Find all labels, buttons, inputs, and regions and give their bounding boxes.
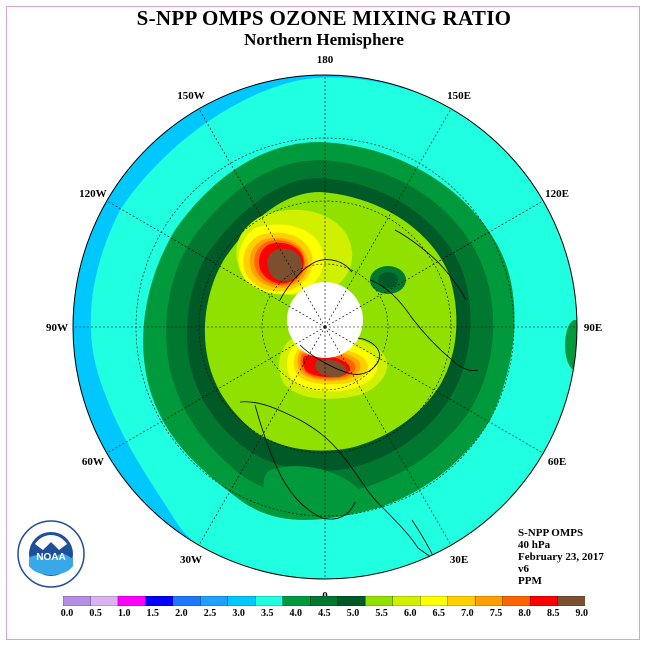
colorbar-swatch-9	[310, 596, 339, 606]
colorbar-swatch-6	[227, 596, 256, 606]
noaa-logo: NOAA	[17, 520, 85, 588]
colorbar-label-6: 3.0	[232, 608, 245, 619]
colorbar-swatch-18	[557, 596, 585, 606]
colorbar-swatch-10	[337, 596, 366, 606]
colorbar-swatch-13	[420, 596, 449, 606]
edge-band-4-0	[565, 320, 577, 370]
longitude-label-0: 90E	[584, 322, 602, 334]
info-units: PPM	[518, 575, 542, 587]
colorbar-label-2: 1.0	[117, 608, 131, 619]
longitude-label-4: 30W	[180, 554, 202, 566]
colorbar-label-10: 5.0	[346, 608, 360, 619]
colorbar-label-7: 3.5	[260, 608, 274, 619]
colorbar-label-15: 7.5	[489, 608, 503, 619]
info-version: v6	[518, 563, 529, 575]
info-date: February 23, 2017	[518, 551, 604, 563]
colorbar-swatch-2	[117, 596, 146, 606]
colorbar-label-12: 6.0	[403, 608, 417, 619]
page-title: S-NPP OMPS OZONE MIXING RATIO	[136, 6, 512, 30]
colorbar-swatch-1	[90, 596, 119, 606]
colorbar-label-1: 0.5	[89, 608, 102, 619]
band-9-0-asia	[267, 248, 303, 282]
info-block: S-NPP OMPS 40 hPa February 23, 2017 v6 P…	[518, 527, 604, 587]
figure-frame	[6, 6, 640, 640]
colorbar-label-18: 9.0	[575, 608, 589, 619]
colorbar-label-4: 2.0	[175, 608, 188, 619]
edge-band-4-0-south	[263, 466, 363, 515]
colorbar-label-14: 7.0	[461, 608, 474, 619]
colorbar-label-13: 6.5	[432, 608, 446, 619]
colorbar-swatch-3	[145, 596, 174, 606]
colorbar	[63, 596, 585, 606]
colorbar-swatch-12	[392, 596, 421, 606]
longitude-label-11: 120E	[545, 188, 569, 200]
longitude-label-6: 90W	[46, 322, 68, 334]
colorbar-swatch-17	[529, 596, 558, 606]
longitude-label-1: 60E	[548, 456, 566, 468]
logo-text: NOAA	[36, 552, 65, 563]
colorbar-label-3: 1.5	[146, 608, 160, 619]
longitude-label-8: 150W	[177, 90, 205, 102]
map-border	[72, 74, 578, 580]
graticule-lines	[73, 75, 577, 579]
colorbar-swatch-0	[63, 596, 91, 606]
colorbar-label-0: 0.0	[60, 608, 74, 619]
colorbar-label-17: 8.5	[546, 608, 560, 619]
longitude-label-7: 120W	[79, 188, 107, 200]
longitude-label-10: 150E	[447, 90, 471, 102]
colorbar-swatch-5	[200, 596, 229, 606]
colorbar-swatch-15	[474, 596, 504, 606]
longitude-label-5: 60W	[82, 456, 104, 468]
colorbar-label-16: 8.0	[518, 608, 531, 619]
colorbar-swatch-8	[282, 596, 311, 606]
info-level: 40 hPa	[518, 539, 551, 551]
longitude-label-2: 30E	[450, 554, 468, 566]
colorbar-label-9: 4.5	[318, 608, 331, 619]
pole-no-data	[287, 282, 363, 358]
eastern-minimum-5-0	[378, 272, 398, 288]
colorbar-swatch-16	[502, 596, 531, 606]
band-9-0-atl	[315, 359, 347, 377]
colorbar-label-8: 4.0	[289, 608, 303, 619]
colorbar-swatch-4	[172, 596, 201, 606]
longitude-labels: 90E60E30E030W60W90W120W150W180150E120E	[46, 54, 602, 602]
page-subtitle: Northern Hemisphere	[244, 30, 404, 49]
colorbar-swatch-14	[447, 596, 476, 606]
colorbar-swatch-11	[365, 596, 394, 606]
longitude-label-9: 180	[317, 54, 334, 66]
colorbar-label-5: 2.5	[203, 608, 217, 619]
colorbar-swatch-7	[255, 596, 284, 606]
info-instrument: S-NPP OMPS	[518, 527, 584, 539]
colorbar-label-11: 5.5	[375, 608, 388, 619]
